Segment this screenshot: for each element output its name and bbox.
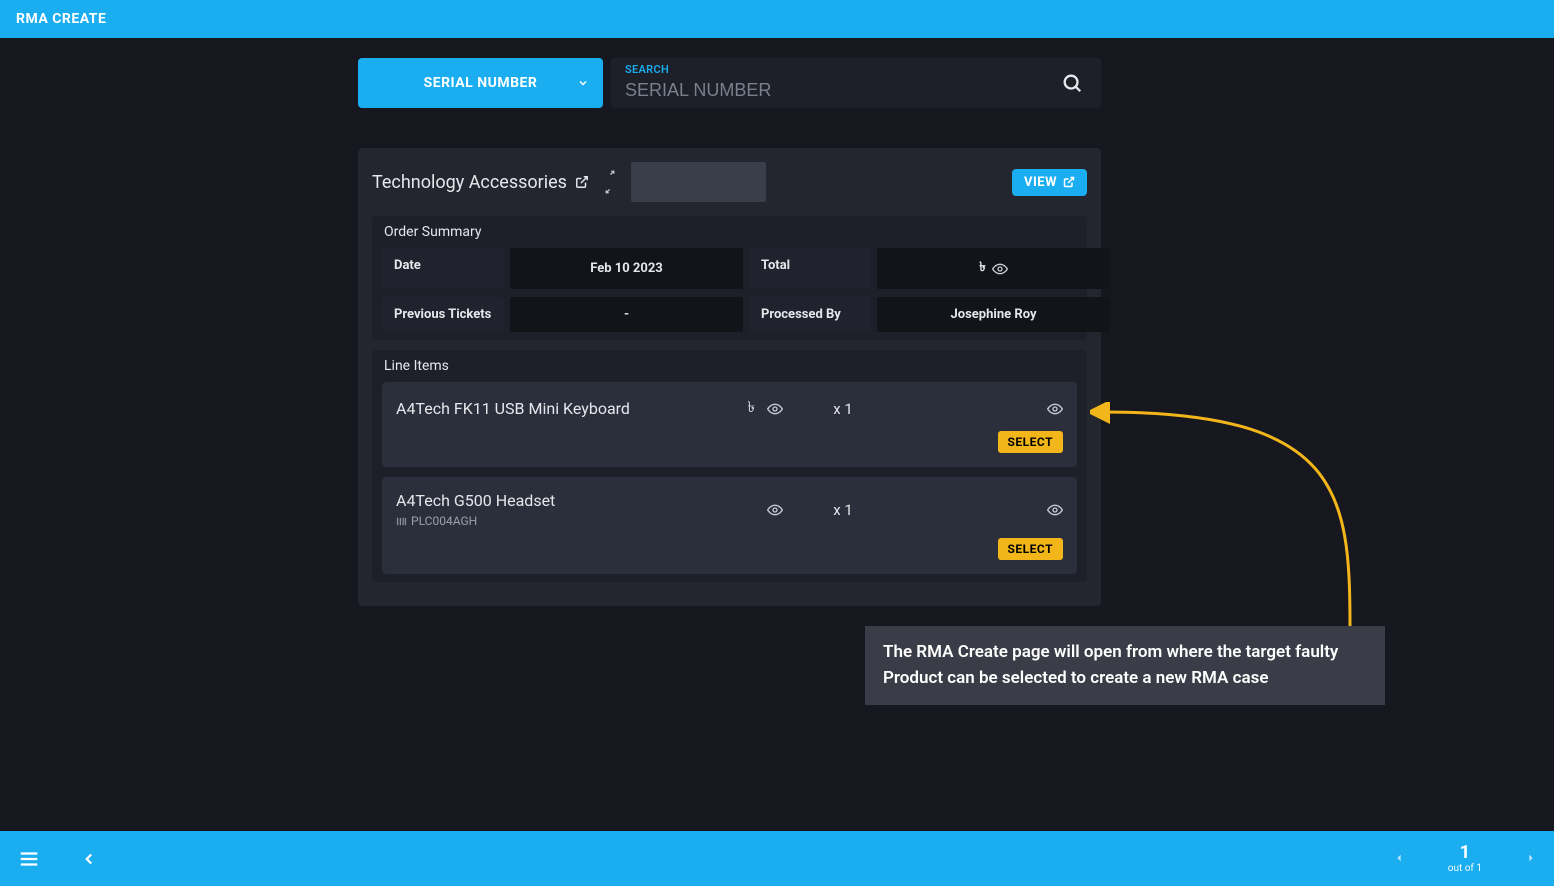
pager-next-icon[interactable]	[1526, 851, 1536, 865]
select-button[interactable]: SELECT	[998, 431, 1064, 453]
line-item-price	[693, 502, 783, 518]
search-type-label: SERIAL NUMBER	[424, 75, 538, 91]
line-item-row: A4Tech G500 Headset PLC004AGH x 1	[396, 491, 1063, 528]
order-card: Technology Accessories VIEW	[358, 148, 1101, 606]
bottom-bar-right: 1 out of 1	[1394, 843, 1536, 874]
chevron-down-icon	[577, 77, 589, 89]
line-item-qty: x 1	[783, 501, 903, 519]
pager-current: 1	[1448, 843, 1482, 863]
summary-date-label: Date	[382, 248, 504, 289]
currency-icon: ৳	[748, 396, 755, 421]
eye-icon[interactable]	[1047, 502, 1063, 518]
order-summary-title: Order Summary	[372, 216, 1087, 248]
line-item-name: A4Tech G500 Headset	[396, 491, 693, 510]
order-summary-grid: Date Feb 10 2023 Total ৳ Previous Ticket…	[372, 248, 1087, 332]
line-items-title: Line Items	[372, 350, 1087, 382]
barcode-icon	[396, 516, 407, 527]
search-type-dropdown[interactable]: SERIAL NUMBER	[358, 58, 603, 108]
menu-icon[interactable]	[18, 848, 40, 870]
search-field[interactable]: SEARCH	[611, 58, 1101, 108]
line-item: A4Tech G500 Headset PLC004AGH x 1	[382, 477, 1077, 574]
eye-icon[interactable]	[992, 261, 1008, 277]
select-button[interactable]: SELECT	[998, 538, 1064, 560]
line-item-row: A4Tech FK11 USB Mini Keyboard ৳ x 1	[396, 396, 1063, 421]
line-item-serial: PLC004AGH	[396, 514, 693, 528]
summary-total-value: ৳	[877, 248, 1110, 289]
line-item-subtotal	[903, 401, 1063, 417]
page-title: RMA CREATE	[16, 11, 106, 27]
vendor-title[interactable]: Technology Accessories	[372, 172, 589, 193]
summary-prev-value: -	[510, 297, 743, 332]
top-header: RMA CREATE	[0, 0, 1554, 38]
eye-icon[interactable]	[1047, 401, 1063, 417]
pager-total: out of 1	[1448, 863, 1482, 874]
search-input[interactable]	[625, 80, 1087, 101]
external-link-icon	[1063, 176, 1075, 188]
search-icon[interactable]	[1061, 72, 1083, 94]
back-icon[interactable]	[80, 850, 98, 868]
search-field-label: SEARCH	[625, 63, 669, 76]
line-item: A4Tech FK11 USB Mini Keyboard ৳ x 1 SELE…	[382, 382, 1077, 467]
view-button[interactable]: VIEW	[1012, 169, 1087, 196]
line-item-price: ৳	[693, 396, 783, 421]
pager-prev-icon[interactable]	[1394, 851, 1404, 865]
vendor-name: Technology Accessories	[372, 172, 567, 193]
line-item-qty: x 1	[783, 400, 903, 418]
bottom-bar: 1 out of 1	[0, 831, 1554, 886]
expand-icon[interactable]	[605, 170, 615, 180]
summary-processed-label: Processed By	[749, 297, 871, 332]
expand-icons	[605, 170, 615, 194]
line-item-subtotal	[903, 502, 1063, 518]
eye-icon[interactable]	[767, 502, 783, 518]
collapse-icon[interactable]	[605, 184, 615, 194]
line-items-section: Line Items A4Tech FK11 USB Mini Keyboard…	[372, 350, 1087, 582]
order-card-header: Technology Accessories VIEW	[372, 162, 1087, 202]
order-id-placeholder	[631, 162, 766, 202]
pager-indicator: 1 out of 1	[1448, 843, 1482, 874]
summary-prev-label: Previous Tickets	[382, 297, 504, 332]
annotation-arrow	[1090, 402, 1370, 642]
summary-total-label: Total	[749, 248, 871, 289]
eye-icon[interactable]	[767, 401, 783, 417]
search-row: SERIAL NUMBER SEARCH	[358, 58, 1101, 108]
view-button-label: VIEW	[1024, 175, 1057, 190]
order-title-wrap: Technology Accessories	[372, 162, 766, 202]
line-item-name: A4Tech FK11 USB Mini Keyboard	[396, 399, 693, 418]
line-item-serial-text: PLC004AGH	[411, 514, 477, 528]
currency-icon: ৳	[979, 258, 985, 279]
annotation-text: The RMA Create page will open from where…	[883, 642, 1338, 688]
bottom-bar-left	[18, 848, 98, 870]
summary-date-value: Feb 10 2023	[510, 248, 743, 289]
external-link-icon	[575, 175, 589, 189]
order-summary-section: Order Summary Date Feb 10 2023 Total ৳ P…	[372, 216, 1087, 340]
summary-processed-value: Josephine Roy	[877, 297, 1110, 332]
annotation-tooltip: The RMA Create page will open from where…	[865, 626, 1385, 705]
